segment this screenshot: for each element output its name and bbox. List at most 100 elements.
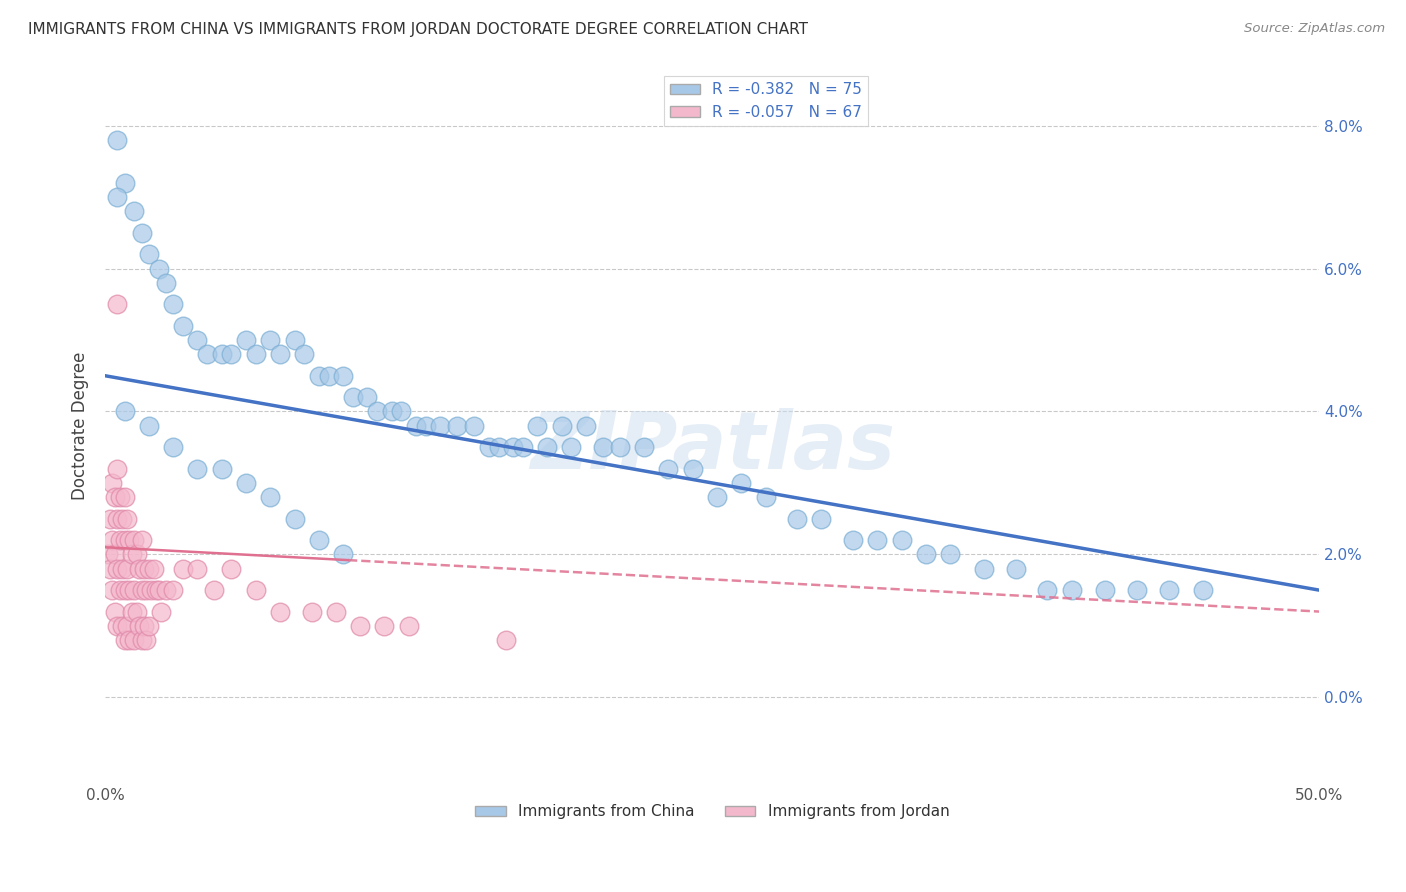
- Point: [111, 619, 134, 633]
- Point: [502, 440, 524, 454]
- Point: [245, 347, 267, 361]
- Point: [118, 533, 141, 547]
- Point: [342, 390, 364, 404]
- Point: [842, 533, 865, 547]
- Point: [114, 633, 136, 648]
- Point: [131, 533, 153, 547]
- Point: [446, 418, 468, 433]
- Point: [114, 404, 136, 418]
- Point: [111, 511, 134, 525]
- Point: [495, 633, 517, 648]
- Point: [131, 226, 153, 240]
- Point: [115, 562, 138, 576]
- Point: [124, 204, 146, 219]
- Point: [1060, 583, 1083, 598]
- Point: [195, 347, 218, 361]
- Point: [1004, 562, 1026, 576]
- Point: [318, 368, 340, 383]
- Point: [609, 440, 631, 454]
- Point: [349, 619, 371, 633]
- Point: [105, 461, 128, 475]
- Point: [150, 605, 173, 619]
- Point: [575, 418, 598, 433]
- Point: [332, 368, 354, 383]
- Point: [124, 533, 146, 547]
- Point: [301, 605, 323, 619]
- Point: [162, 583, 184, 598]
- Point: [108, 533, 131, 547]
- Point: [101, 583, 124, 598]
- Point: [325, 605, 347, 619]
- Point: [1126, 583, 1149, 598]
- Text: IMMIGRANTS FROM CHINA VS IMMIGRANTS FROM JORDAN DOCTORATE DEGREE CORRELATION CHA: IMMIGRANTS FROM CHINA VS IMMIGRANTS FROM…: [28, 22, 808, 37]
- Point: [108, 490, 131, 504]
- Point: [162, 297, 184, 311]
- Point: [398, 619, 420, 633]
- Point: [259, 490, 281, 504]
- Point: [284, 511, 307, 525]
- Point: [1036, 583, 1059, 598]
- Point: [114, 583, 136, 598]
- Point: [186, 333, 208, 347]
- Point: [138, 418, 160, 433]
- Point: [221, 562, 243, 576]
- Point: [550, 418, 572, 433]
- Point: [121, 548, 143, 562]
- Point: [204, 583, 226, 598]
- Point: [356, 390, 378, 404]
- Point: [259, 333, 281, 347]
- Point: [429, 418, 451, 433]
- Point: [186, 562, 208, 576]
- Point: [111, 562, 134, 576]
- Point: [269, 347, 291, 361]
- Point: [463, 418, 485, 433]
- Point: [131, 633, 153, 648]
- Point: [105, 190, 128, 204]
- Point: [308, 533, 330, 547]
- Point: [211, 347, 233, 361]
- Point: [101, 533, 124, 547]
- Point: [114, 533, 136, 547]
- Point: [105, 511, 128, 525]
- Point: [138, 619, 160, 633]
- Point: [478, 440, 501, 454]
- Point: [125, 605, 148, 619]
- Point: [405, 418, 427, 433]
- Point: [866, 533, 889, 547]
- Point: [373, 619, 395, 633]
- Point: [97, 548, 120, 562]
- Point: [706, 490, 728, 504]
- Point: [914, 548, 936, 562]
- Point: [332, 548, 354, 562]
- Point: [115, 511, 138, 525]
- Point: [105, 133, 128, 147]
- Point: [104, 548, 127, 562]
- Point: [128, 562, 150, 576]
- Point: [488, 440, 510, 454]
- Point: [101, 475, 124, 490]
- Point: [124, 583, 146, 598]
- Point: [973, 562, 995, 576]
- Point: [132, 562, 155, 576]
- Point: [121, 605, 143, 619]
- Point: [245, 583, 267, 598]
- Point: [138, 562, 160, 576]
- Point: [124, 633, 146, 648]
- Point: [381, 404, 404, 418]
- Point: [284, 333, 307, 347]
- Y-axis label: Doctorate Degree: Doctorate Degree: [72, 351, 89, 500]
- Point: [115, 619, 138, 633]
- Point: [1191, 583, 1213, 598]
- Point: [145, 583, 167, 598]
- Point: [148, 583, 170, 598]
- Point: [786, 511, 808, 525]
- Point: [939, 548, 962, 562]
- Point: [135, 633, 157, 648]
- Point: [108, 583, 131, 598]
- Point: [682, 461, 704, 475]
- Point: [415, 418, 437, 433]
- Point: [155, 583, 177, 598]
- Point: [104, 490, 127, 504]
- Legend: Immigrants from China, Immigrants from Jordan: Immigrants from China, Immigrants from J…: [468, 798, 956, 825]
- Point: [560, 440, 582, 454]
